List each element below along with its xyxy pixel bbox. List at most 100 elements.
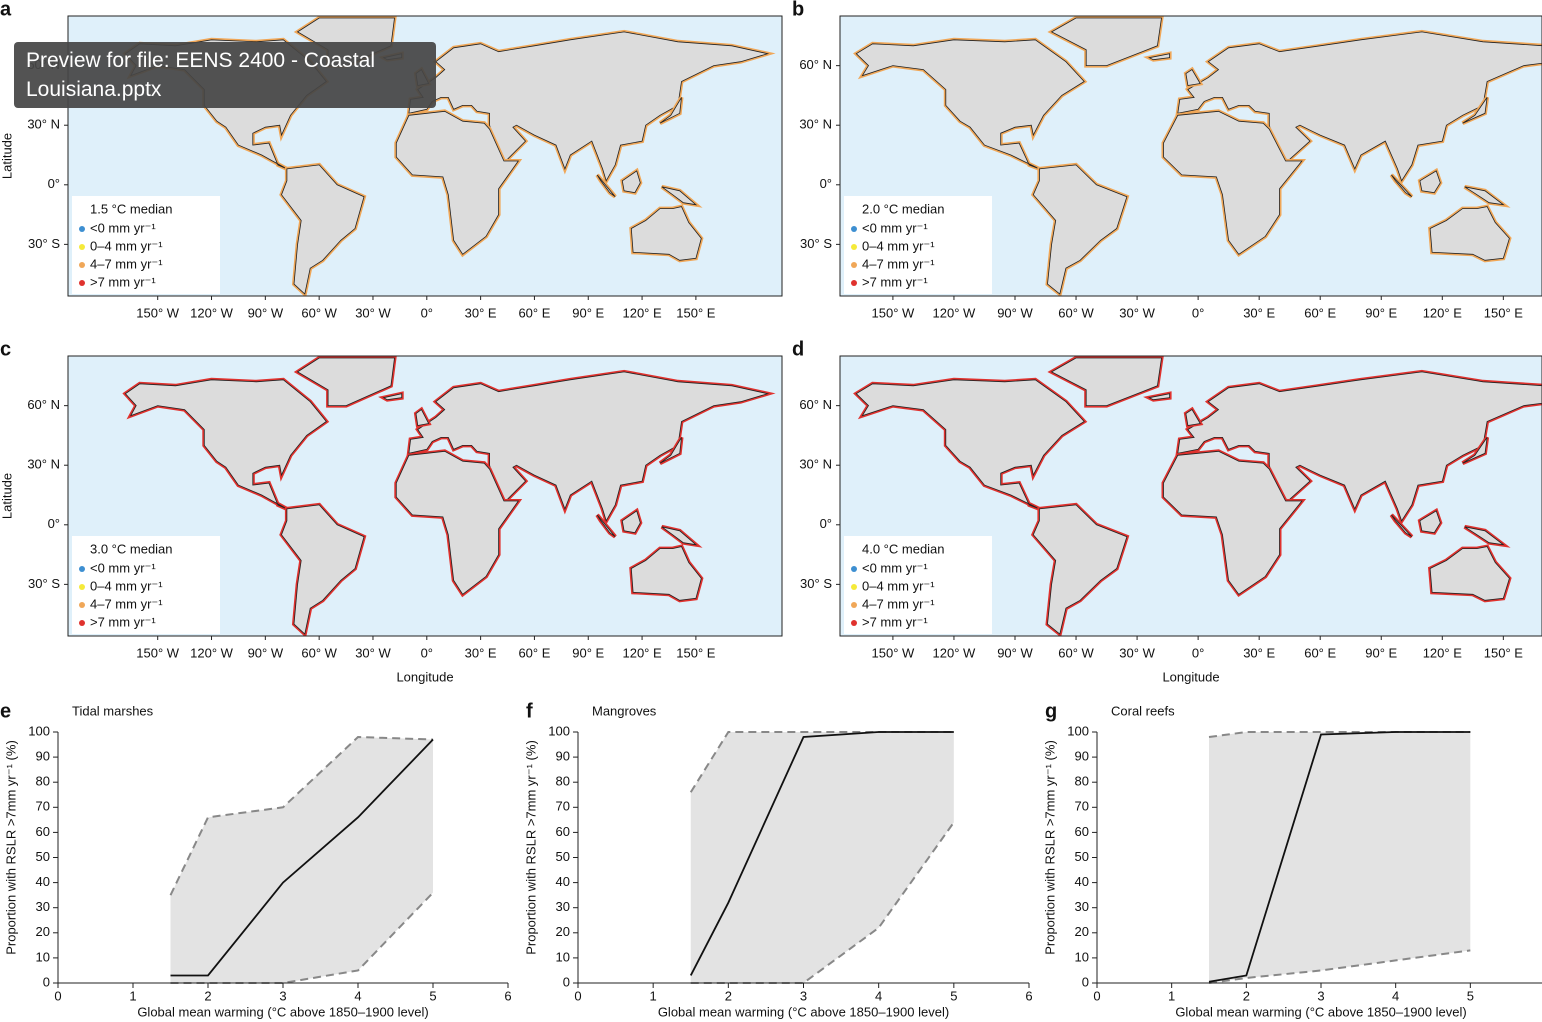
y-tick-label: 50 xyxy=(1075,849,1089,864)
median-line xyxy=(170,738,434,977)
x-tick-label: 120° E xyxy=(1423,645,1463,660)
file-preview-tooltip: Preview for file: EENS 2400 - Coastal Lo… xyxy=(14,42,436,108)
y-tick-label: 30° N xyxy=(799,457,832,472)
land xyxy=(596,174,616,198)
y-tick-label: 90 xyxy=(1075,749,1089,764)
land xyxy=(415,408,430,426)
x-tick-label: 30° W xyxy=(355,645,391,660)
x-tick-label: 4 xyxy=(1392,988,1399,1003)
land xyxy=(855,39,1085,170)
x-tick-label: 150° W xyxy=(136,645,180,660)
land xyxy=(1032,164,1128,295)
y-tick-label: 0 xyxy=(43,974,50,989)
map-frame xyxy=(67,355,783,637)
chart-title: Coral reefs xyxy=(1111,703,1175,718)
x-tick-label: 90° E xyxy=(1365,305,1397,320)
y-tick-label: 60° N xyxy=(799,397,832,412)
legend-dot xyxy=(851,620,857,626)
uncertainty-band xyxy=(1209,732,1471,983)
x-tick-label: 30° E xyxy=(1243,305,1275,320)
legend-label: 4–7 mm yr⁻¹ xyxy=(862,596,935,611)
land xyxy=(630,546,702,601)
land xyxy=(382,393,403,401)
map-frame xyxy=(839,15,1542,297)
legend-dot xyxy=(851,280,857,286)
x-tick-label: 150° E xyxy=(1484,305,1524,320)
lower-bound xyxy=(1208,949,1471,984)
legend-label: 4–7 mm yr⁻¹ xyxy=(90,596,163,611)
y-tick-label: 10 xyxy=(36,949,50,964)
land xyxy=(395,110,520,255)
x-tick-label: 2 xyxy=(204,988,211,1003)
land xyxy=(1177,371,1542,522)
y-tick-label: 0° xyxy=(48,176,60,191)
legend-label: >7 mm yr⁻¹ xyxy=(862,274,928,289)
y-tick-label: 80 xyxy=(556,774,570,789)
x-tick-label: 60° W xyxy=(301,645,337,660)
y-tick-label: 70 xyxy=(556,799,570,814)
y-tick-label: 0 xyxy=(563,974,570,989)
land xyxy=(1050,357,1162,406)
y-tick-label: 0° xyxy=(820,176,832,191)
legend-dot xyxy=(79,226,85,232)
x-tick-label: 30° E xyxy=(465,305,497,320)
x-tick-label: 150° W xyxy=(136,305,180,320)
land xyxy=(855,379,1085,510)
x-tick-label: 2 xyxy=(1243,988,1250,1003)
y-tick-label: 30° N xyxy=(27,117,60,132)
land xyxy=(1185,69,1201,86)
y-tick-label: 60 xyxy=(1075,824,1089,839)
land xyxy=(1462,97,1488,124)
x-axis-label: Longitude xyxy=(1162,669,1219,684)
land xyxy=(621,170,641,194)
legend-label: >7 mm yr⁻¹ xyxy=(862,614,928,629)
y-tick-label: 20 xyxy=(1075,924,1089,939)
land xyxy=(281,164,365,295)
legend-title: 4.0 °C median xyxy=(862,541,945,556)
land xyxy=(124,379,327,510)
land xyxy=(1429,546,1510,601)
y-tick-label: 60° N xyxy=(27,397,60,412)
y-tick-label: 90 xyxy=(556,749,570,764)
lower-bound xyxy=(690,821,955,984)
x-tick-label: 120° W xyxy=(933,645,977,660)
land-group xyxy=(853,16,1542,296)
legend-dot xyxy=(79,280,85,286)
land xyxy=(1185,409,1201,426)
y-tick-label: 30° S xyxy=(800,576,832,591)
land xyxy=(661,186,698,206)
legend-title: 2.0 °C median xyxy=(862,201,945,216)
y-tick-label: 40 xyxy=(556,874,570,889)
panel-letter: g xyxy=(1045,700,1057,722)
map-frame xyxy=(67,15,783,297)
legend-dot xyxy=(851,566,857,572)
x-tick-label: 150° E xyxy=(676,305,716,320)
land xyxy=(1429,206,1510,261)
legend-label: <0 mm yr⁻¹ xyxy=(862,220,928,235)
x-tick-label: 150° E xyxy=(676,645,716,660)
legend-label: >7 mm yr⁻¹ xyxy=(90,274,156,289)
x-tick-label: 150° W xyxy=(872,645,916,660)
legend-dot xyxy=(851,262,857,268)
x-tick-label: 1 xyxy=(129,988,136,1003)
panel-letter: b xyxy=(792,0,804,20)
legend-dot xyxy=(79,602,85,608)
y-axis-label: Proportion with RSLR >7mm yr⁻¹ (%) xyxy=(1042,740,1057,955)
x-tick-label: 90° E xyxy=(572,305,604,320)
land xyxy=(630,206,702,261)
x-tick-label: 90° W xyxy=(997,305,1033,320)
x-tick-label: 60° E xyxy=(1304,305,1336,320)
y-tick-label: 100 xyxy=(548,723,570,738)
y-tick-label: 40 xyxy=(36,874,50,889)
x-tick-label: 1 xyxy=(650,988,657,1003)
x-tick-label: 90° W xyxy=(248,645,284,660)
land xyxy=(621,510,641,534)
y-tick-label: 30° N xyxy=(27,457,60,472)
uncertainty-band xyxy=(690,732,954,983)
x-axis-label: Longitude xyxy=(396,669,453,684)
y-axis-label: Latitude xyxy=(0,473,14,519)
upper-bound xyxy=(169,736,434,896)
legend-dot xyxy=(79,566,85,572)
x-tick-label: 30° E xyxy=(465,645,497,660)
